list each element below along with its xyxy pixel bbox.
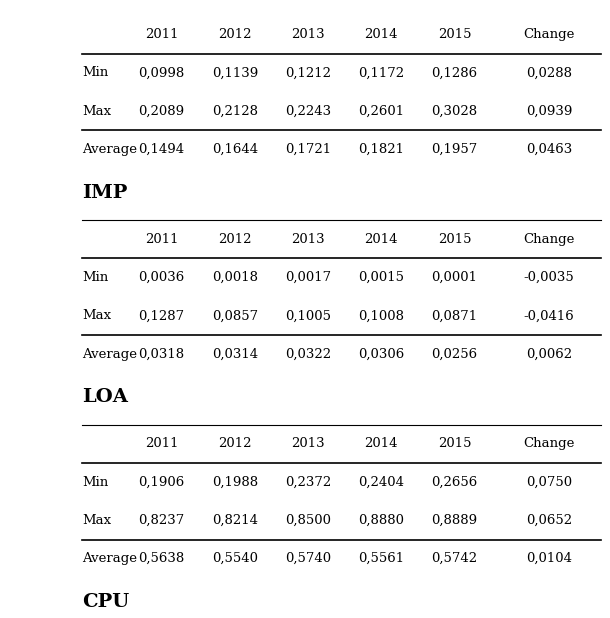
Text: IMP: IMP: [82, 184, 127, 202]
Text: 0,2089: 0,2089: [138, 104, 185, 118]
Text: 0,1287: 0,1287: [138, 309, 185, 323]
Text: 0,1005: 0,1005: [285, 309, 331, 323]
Text: Max: Max: [82, 104, 112, 118]
Text: 2012: 2012: [218, 28, 251, 41]
Text: 2015: 2015: [438, 437, 471, 451]
Text: 0,1212: 0,1212: [285, 66, 331, 80]
Text: 2013: 2013: [291, 437, 325, 451]
Text: 0,2656: 0,2656: [431, 475, 478, 489]
Text: 2014: 2014: [365, 232, 398, 246]
Text: 0,1644: 0,1644: [212, 143, 258, 156]
Text: Change: Change: [523, 28, 575, 41]
Text: 2013: 2013: [291, 28, 325, 41]
Text: Min: Min: [82, 271, 109, 284]
Text: 0,8500: 0,8500: [285, 514, 331, 527]
Text: 0,0288: 0,0288: [526, 66, 572, 80]
Text: 0,0314: 0,0314: [212, 347, 258, 361]
Text: 0,1721: 0,1721: [285, 143, 331, 156]
Text: Average: Average: [82, 347, 137, 361]
Text: 0,0939: 0,0939: [526, 104, 572, 118]
Text: 0,1286: 0,1286: [431, 66, 478, 80]
Text: 2015: 2015: [438, 28, 471, 41]
Text: LOA: LOA: [82, 388, 128, 407]
Text: Average: Average: [82, 552, 137, 565]
Text: 0,1172: 0,1172: [358, 66, 404, 80]
Text: 2015: 2015: [438, 232, 471, 246]
Text: 0,8880: 0,8880: [358, 514, 404, 527]
Text: 0,1494: 0,1494: [138, 143, 185, 156]
Text: 0,0857: 0,0857: [212, 309, 258, 323]
Text: 0,0306: 0,0306: [358, 347, 404, 361]
Text: 0,0018: 0,0018: [212, 271, 258, 284]
Text: 0,0322: 0,0322: [285, 347, 331, 361]
Text: 0,5740: 0,5740: [285, 552, 331, 565]
Text: 0,1957: 0,1957: [431, 143, 478, 156]
Text: 0,1821: 0,1821: [358, 143, 404, 156]
Text: 0,2404: 0,2404: [358, 475, 404, 489]
Text: 0,2372: 0,2372: [285, 475, 331, 489]
Text: 2012: 2012: [218, 437, 251, 451]
Text: 0,5561: 0,5561: [358, 552, 404, 565]
Text: 0,1906: 0,1906: [138, 475, 185, 489]
Text: 2014: 2014: [365, 437, 398, 451]
Text: 0,0017: 0,0017: [285, 271, 331, 284]
Text: Max: Max: [82, 514, 112, 527]
Text: 0,0256: 0,0256: [431, 347, 478, 361]
Text: 0,0871: 0,0871: [431, 309, 478, 323]
Text: 2012: 2012: [218, 232, 251, 246]
Text: 0,1139: 0,1139: [212, 66, 258, 80]
Text: 0,2128: 0,2128: [212, 104, 258, 118]
Text: 2011: 2011: [145, 28, 178, 41]
Text: 0,8237: 0,8237: [138, 514, 185, 527]
Text: Min: Min: [82, 475, 109, 489]
Text: 0,2243: 0,2243: [285, 104, 331, 118]
Text: 0,0463: 0,0463: [526, 143, 572, 156]
Text: 0,0015: 0,0015: [358, 271, 404, 284]
Text: Average: Average: [82, 143, 137, 156]
Text: Change: Change: [523, 232, 575, 246]
Text: 0,8889: 0,8889: [431, 514, 478, 527]
Text: 0,0998: 0,0998: [138, 66, 185, 80]
Text: Min: Min: [82, 66, 109, 80]
Text: 0,0104: 0,0104: [526, 552, 572, 565]
Text: 0,3028: 0,3028: [431, 104, 478, 118]
Text: 0,0001: 0,0001: [431, 271, 478, 284]
Text: 2014: 2014: [365, 28, 398, 41]
Text: -0,0416: -0,0416: [523, 309, 575, 323]
Text: 0,0652: 0,0652: [526, 514, 572, 527]
Text: 2011: 2011: [145, 437, 178, 451]
Text: 0,8214: 0,8214: [212, 514, 258, 527]
Text: 0,1008: 0,1008: [358, 309, 404, 323]
Text: 0,5540: 0,5540: [212, 552, 258, 565]
Text: Change: Change: [523, 437, 575, 451]
Text: 0,2601: 0,2601: [358, 104, 404, 118]
Text: 2013: 2013: [291, 232, 325, 246]
Text: CPU: CPU: [82, 593, 129, 611]
Text: Max: Max: [82, 309, 112, 323]
Text: 0,0062: 0,0062: [526, 347, 572, 361]
Text: 2011: 2011: [145, 232, 178, 246]
Text: 0,0036: 0,0036: [138, 271, 185, 284]
Text: 0,5638: 0,5638: [138, 552, 185, 565]
Text: 0,0318: 0,0318: [138, 347, 185, 361]
Text: 0,0750: 0,0750: [526, 475, 572, 489]
Text: -0,0035: -0,0035: [523, 271, 575, 284]
Text: 0,5742: 0,5742: [431, 552, 478, 565]
Text: 0,1988: 0,1988: [212, 475, 258, 489]
